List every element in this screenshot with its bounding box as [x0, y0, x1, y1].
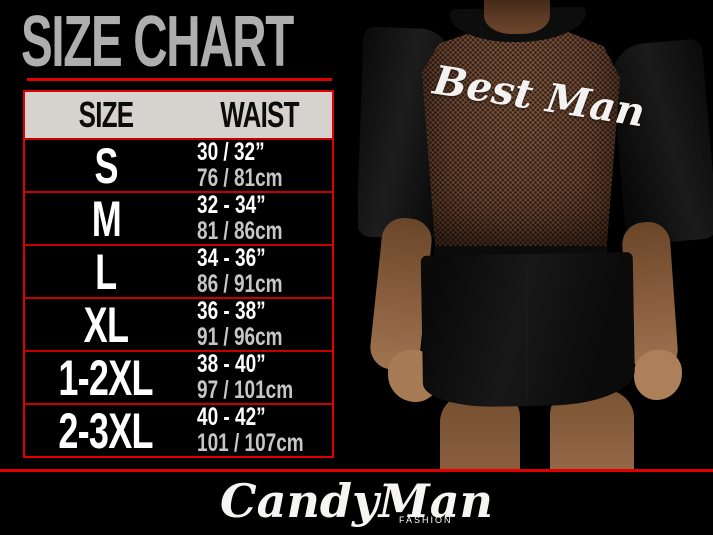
- table-row-2-3xl: 2-3XL 40 - 42” 101 / 107cm: [25, 405, 332, 456]
- model-right-hand: [634, 350, 682, 400]
- robe-skirt: [420, 252, 636, 408]
- page-title: SIZE CHART: [21, 2, 336, 82]
- size-column-header-cell: SIZE: [25, 92, 187, 138]
- waist-cm: 91 / 96cm: [197, 323, 283, 351]
- waist-inches: 36 - 38”: [197, 297, 266, 325]
- size-value: S: [94, 137, 118, 194]
- model-photo: Best Man: [358, 0, 713, 471]
- table-row-xl: XL 36 - 38” 91 / 96cm: [25, 299, 332, 352]
- size-value: 1-2XL: [58, 349, 154, 406]
- size-value: M: [91, 190, 121, 247]
- waist-cm: 76 / 81cm: [197, 164, 283, 192]
- waist-cm: 81 / 86cm: [197, 217, 283, 245]
- waist-column-header-cell: WAIST: [187, 92, 332, 138]
- footer: CandyMan FASHION: [0, 472, 713, 535]
- size-value: L: [95, 243, 117, 300]
- title-underline: [27, 78, 332, 81]
- table-header-row: SIZE WAIST: [25, 92, 332, 140]
- page-title-text: SIZE CHART: [21, 2, 294, 82]
- waist-cm: 101 / 107cm: [197, 429, 304, 457]
- table-row-1-2xl: 1-2XL 38 - 40” 97 / 101cm: [25, 352, 332, 405]
- size-column-header: SIZE: [78, 94, 134, 135]
- mesh-back-panel: [422, 29, 620, 260]
- size-value: XL: [83, 296, 129, 353]
- table-row-m: M 32 - 34” 81 / 86cm: [25, 193, 332, 246]
- waist-cm: 97 / 101cm: [197, 376, 294, 404]
- waist-inches: 32 - 34”: [197, 191, 266, 219]
- brand-logo: CandyMan: [220, 474, 493, 528]
- brand-sub-label: FASHION: [399, 515, 453, 525]
- size-value: 2-3XL: [58, 402, 154, 459]
- size-table: SIZE WAIST S 30 / 32” 76 / 81cm M 32 - 3…: [23, 90, 334, 458]
- footer-divider-line: [0, 469, 713, 472]
- model-neck: [484, 0, 550, 34]
- model-left-thigh: [440, 394, 520, 471]
- waist-inches: 34 - 36”: [197, 244, 266, 272]
- waist-inches: 30 / 32”: [197, 138, 265, 166]
- table-row-s: S 30 / 32” 76 / 81cm: [25, 140, 332, 193]
- waist-inches: 38 - 40”: [197, 350, 266, 378]
- waist-cm: 86 / 91cm: [197, 270, 283, 298]
- waist-inches: 40 - 42”: [197, 403, 266, 431]
- table-row-l: L 34 - 36” 86 / 91cm: [25, 246, 332, 299]
- robe-center-seam: [526, 262, 527, 398]
- waist-column-header: WAIST: [220, 94, 299, 135]
